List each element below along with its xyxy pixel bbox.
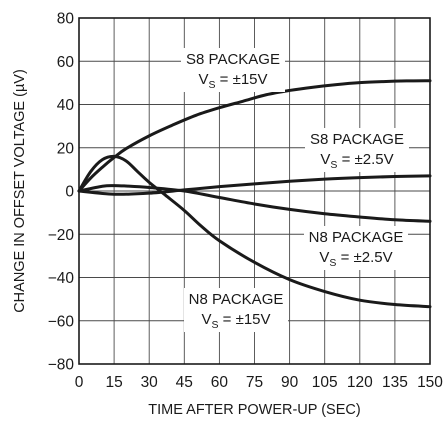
- x-tick-label: 105: [312, 374, 338, 391]
- series-line-1: [77, 79, 432, 193]
- annotation-condition: VS = ±2.5V: [320, 151, 393, 171]
- y-tick-label: 80: [57, 11, 75, 28]
- annotation-background: [181, 48, 285, 92]
- x-tick-label: 75: [246, 374, 263, 391]
- curves: [77, 79, 432, 309]
- series-line-4: [77, 154, 432, 309]
- x-tick-label: 60: [211, 374, 229, 391]
- x-tick-label: 30: [141, 374, 159, 391]
- x-tick-label: 45: [176, 374, 193, 391]
- y-tick-label: −80: [48, 357, 75, 374]
- y-axis-label: CHANGE IN OFFSET VOLTAGE (µV): [12, 69, 28, 313]
- annotation-4: N8 PACKAGE VS = ±15V: [184, 288, 288, 332]
- annotation-condition: VS = ±15V: [198, 71, 267, 91]
- x-tick-label: 135: [382, 374, 408, 391]
- y-tick-label: 0: [65, 184, 74, 201]
- x-tick-label: 0: [75, 374, 84, 391]
- y-tick-label: −60: [48, 313, 75, 330]
- annotation-1: S8 PACKAGE VS = ±15V: [181, 48, 285, 92]
- y-tick-label: 60: [57, 54, 75, 71]
- annotation-condition: VS = ±2.5V: [319, 249, 392, 269]
- y-tick-label: 40: [57, 97, 75, 114]
- annotation-background: [305, 128, 409, 172]
- annotation-title: S8 PACKAGE: [310, 131, 404, 148]
- annotation-background: [184, 288, 288, 332]
- x-tick-label: 15: [105, 374, 122, 391]
- annotation-title: N8 PACKAGE: [309, 229, 404, 246]
- annotation-3: N8 PACKAGE VS = ±2.5V: [304, 226, 408, 270]
- y-tick-label: −20: [48, 227, 75, 244]
- annotation-2: S8 PACKAGE VS = ±2.5V: [305, 128, 409, 172]
- tick-labels: 0 15 30 45 60 75 90 105 120 135 150 −80 −60 −40 −20 0 20…: [48, 11, 444, 392]
- annotation-condition: VS = ±15V: [201, 311, 270, 331]
- series-line-3: [77, 184, 432, 223]
- series-line-2: [77, 174, 432, 196]
- y-tick-label: 20: [57, 140, 75, 157]
- x-tick-label: 120: [347, 374, 373, 391]
- x-tick-label: 150: [417, 374, 443, 391]
- x-axis-label: TIME AFTER POWER-UP (SEC): [148, 402, 360, 418]
- plot-frame: [78, 17, 431, 365]
- y-tick-label: −40: [48, 270, 75, 287]
- annotation-background: [304, 226, 408, 270]
- annotation-title: S8 PACKAGE: [186, 51, 280, 68]
- annotation-title: N8 PACKAGE: [189, 291, 284, 308]
- x-tick-label: 90: [281, 374, 299, 391]
